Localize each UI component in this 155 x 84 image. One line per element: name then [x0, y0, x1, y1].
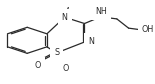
- Text: OH: OH: [142, 25, 154, 34]
- Text: S: S: [54, 48, 59, 57]
- Text: N: N: [62, 13, 68, 22]
- Text: NH: NH: [95, 7, 106, 16]
- Text: O: O: [35, 61, 41, 70]
- Text: N: N: [88, 37, 94, 47]
- Text: O: O: [62, 64, 69, 73]
